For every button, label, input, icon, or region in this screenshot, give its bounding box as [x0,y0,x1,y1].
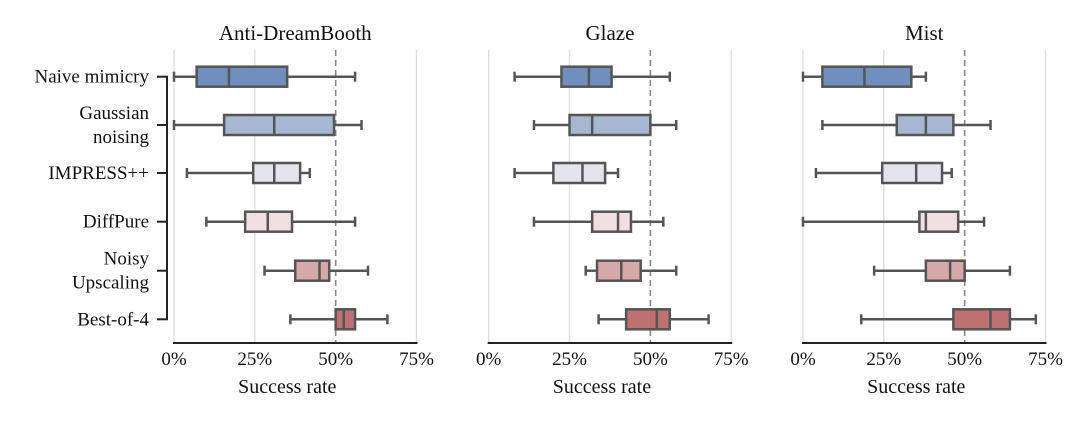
box-naive-mimicry [513,65,672,88]
box-iqr [195,65,289,88]
x-axis-label: Success rate [867,376,965,398]
box-impress- [513,161,620,185]
x-tick-label: 75% [714,349,749,370]
box-diffpure [532,210,665,233]
panel-title: Mist [905,21,944,45]
box-noisy-upscaling [584,259,678,282]
box-iqr [821,65,913,88]
box-iqr [552,161,607,185]
box-iqr [222,113,336,137]
x-axis-label: Success rate [553,376,651,398]
panel-title: Anti-DreamBooth [219,21,372,45]
box-naive-mimicry [801,65,928,88]
box-best-of-4 [597,308,710,331]
box-impress- [814,161,953,185]
x-tick-label: 50% [947,349,982,370]
x-axis-label: Success rate [238,376,336,398]
row-label: noising [93,127,149,148]
row-label: Gaussian [79,103,149,124]
box-impress- [185,161,312,185]
box-iqr [251,161,302,185]
box-iqr [880,161,944,185]
panel-1: Glaze 0% 25% 50% 75% Success rate [476,21,749,398]
box-gaussian-noising [172,113,363,137]
box-iqr [624,308,672,331]
row-label: Naive mimicry [35,67,150,88]
x-tick-label: 50% [318,349,353,370]
box-diffpure [205,210,357,233]
row-label: Noisy [104,249,150,270]
x-tick-label: 50% [633,349,668,370]
row-label: Best-of-4 [77,309,149,330]
x-tick-label: 0% [476,349,502,370]
x-tick-label: 0% [790,349,816,370]
row-labels: Naive mimicry Gaussian noising IMPRESS++ Dif… [35,67,168,330]
box-noisy-upscaling [872,259,1012,282]
box-iqr [560,65,613,88]
box-iqr [590,210,633,233]
box-best-of-4 [859,308,1038,331]
box-iqr [334,308,357,331]
row-label: DiffPure [83,212,149,233]
box-iqr [952,308,1012,331]
x-tick-label: 75% [1028,349,1063,370]
box-iqr [924,259,966,282]
x-tick-label: 25% [237,349,272,370]
box-gaussian-noising [821,113,992,137]
panel-2: Mist 0% 25% 50% 75% Success rate [790,21,1063,398]
x-tick-label: 0% [161,349,187,370]
row-label: IMPRESS++ [48,163,149,184]
box-iqr [568,113,652,137]
box-iqr [294,259,331,282]
panel-title: Glaze [585,21,634,45]
box-best-of-4 [289,308,389,331]
box-iqr [595,259,642,282]
row-label: Upscaling [72,273,150,294]
x-tick-label: 25% [866,349,901,370]
box-gaussian-noising [532,113,678,137]
box-noisy-upscaling [263,259,370,282]
x-tick-label: 25% [552,349,587,370]
box-naive-mimicry [172,65,357,88]
panel-0: Anti-DreamBooth 0% 25% 50% 75% Success rate [161,21,434,398]
x-tick-label: 75% [399,349,434,370]
box-diffpure [801,210,986,233]
box-iqr [918,210,960,233]
